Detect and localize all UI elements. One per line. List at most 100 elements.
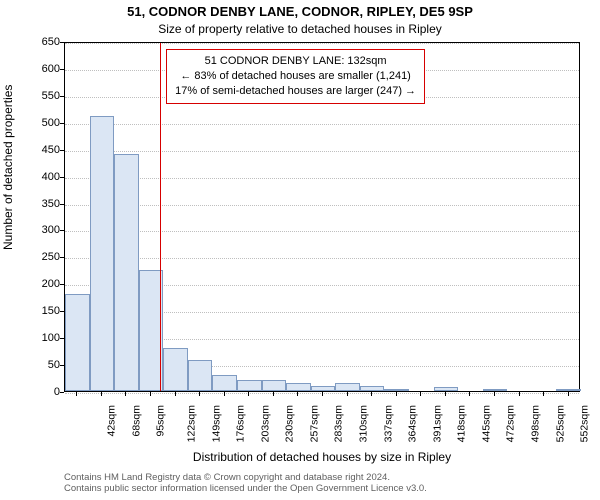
x-tick-mark [76,392,77,396]
y-tick-mark [60,150,64,151]
y-tick-label: 0 [30,386,60,398]
x-tick-label: 552sqm [579,405,591,442]
gridline-h [65,43,579,44]
histogram-bar [335,383,360,391]
x-tick-mark [568,392,569,396]
y-tick-label: 550 [30,90,60,102]
x-tick-mark [371,392,372,396]
histogram-bar [556,389,581,391]
histogram-bar [114,154,139,391]
y-tick-label: 500 [30,117,60,129]
y-tick-label: 150 [30,305,60,317]
histogram-bar [163,348,188,391]
x-tick-label: 230sqm [284,405,296,442]
plot-area: 51 CODNOR DENBY LANE: 132sqm← 83% of det… [64,42,580,392]
x-tick-label: 283sqm [333,405,345,442]
y-tick-label: 650 [30,36,60,48]
x-tick-mark [519,392,520,396]
annotation-line-3: 17% of semi-detached houses are larger (… [175,84,416,99]
x-tick-mark [322,392,323,396]
x-tick-label: 498sqm [529,405,541,442]
histogram-bar [286,383,311,391]
x-tick-mark [150,392,151,396]
x-tick-label: 149sqm [210,405,222,442]
x-tick-label: 95sqm [155,405,167,437]
histogram-bar [262,380,287,391]
y-tick-mark [60,311,64,312]
gridline-h [65,124,579,125]
x-axis-label: Distribution of detached houses by size … [64,450,580,464]
y-tick-label: 200 [30,278,60,290]
x-tick-mark [297,392,298,396]
y-tick-label: 50 [30,359,60,371]
x-tick-mark [248,392,249,396]
x-tick-label: 203sqm [259,405,271,442]
footer-text: Contains HM Land Registry data © Crown c… [64,472,427,495]
annotation-box: 51 CODNOR DENBY LANE: 132sqm← 83% of det… [166,49,425,104]
gridline-h [65,231,579,232]
chart-title: 51, CODNOR DENBY LANE, CODNOR, RIPLEY, D… [0,4,600,19]
x-tick-label: 445sqm [480,405,492,442]
x-tick-mark [101,392,102,396]
y-tick-label: 100 [30,332,60,344]
x-tick-mark [494,392,495,396]
x-tick-mark [175,392,176,396]
y-tick-mark [60,42,64,43]
x-tick-label: 310sqm [357,405,369,442]
x-tick-label: 68sqm [130,405,142,437]
x-tick-label: 176sqm [235,405,247,442]
histogram-bar [90,116,115,391]
y-tick-mark [60,123,64,124]
y-tick-mark [60,230,64,231]
footer-line-2: Contains public sector information licen… [64,483,427,494]
chart-subtitle: Size of property relative to detached ho… [0,22,600,36]
x-tick-mark [273,392,274,396]
annotation-line-2: ← 83% of detached houses are smaller (1,… [175,69,416,84]
x-tick-mark [347,392,348,396]
gridline-h [65,151,579,152]
reference-line [160,43,161,391]
y-tick-mark [60,204,64,205]
x-tick-mark [396,392,397,396]
x-tick-label: 418sqm [456,405,468,442]
x-tick-label: 337sqm [382,405,394,442]
x-tick-label: 257sqm [308,405,320,442]
gridline-h [65,178,579,179]
x-tick-label: 525sqm [554,405,566,442]
x-tick-label: 122sqm [185,405,197,442]
y-tick-label: 300 [30,224,60,236]
histogram-bar [212,375,237,391]
x-tick-mark [420,392,421,396]
y-tick-label: 400 [30,171,60,183]
y-tick-mark [60,257,64,258]
histogram-bar [360,386,385,391]
x-tick-label: 472sqm [505,405,517,442]
gridline-h [65,205,579,206]
x-tick-label: 42sqm [106,405,118,437]
x-tick-mark [445,392,446,396]
x-tick-mark [543,392,544,396]
x-tick-mark [469,392,470,396]
y-tick-mark [60,177,64,178]
x-tick-label: 364sqm [407,405,419,442]
y-axis-label: Number of detached properties [1,85,15,250]
histogram-bar [311,386,336,391]
histogram-bar [237,380,262,391]
y-tick-label: 350 [30,198,60,210]
y-tick-mark [60,338,64,339]
x-tick-label: 391sqm [431,405,443,442]
y-tick-mark [60,284,64,285]
histogram-bar [483,389,508,391]
y-tick-mark [60,96,64,97]
y-tick-mark [60,365,64,366]
histogram-bar [188,360,213,391]
histogram-bar [434,387,459,391]
footer-line-1: Contains HM Land Registry data © Crown c… [64,472,427,483]
x-tick-mark [125,392,126,396]
x-tick-mark [224,392,225,396]
y-tick-mark [60,392,64,393]
y-tick-label: 450 [30,144,60,156]
y-tick-label: 600 [30,63,60,75]
y-tick-mark [60,69,64,70]
histogram-bar [65,294,90,391]
